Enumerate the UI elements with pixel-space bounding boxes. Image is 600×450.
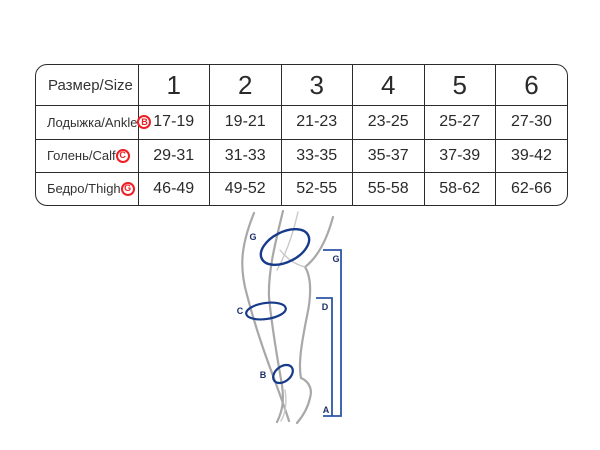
size-table-grid: Размер/Size 1 2 3 4 5 6 Лодыжка/Ankle B … bbox=[36, 65, 567, 205]
inner-thigh-line bbox=[276, 211, 299, 271]
knee-fold-line bbox=[279, 249, 306, 268]
table-row-ankle: Лодыжка/Ankle B 17-19 19-21 21-23 23-25 … bbox=[36, 105, 567, 140]
table-cell: 19-21 bbox=[209, 105, 281, 140]
thigh-girth-ellipse bbox=[259, 227, 311, 267]
full-length-label: G bbox=[332, 254, 339, 264]
size-column-header: 2 bbox=[209, 65, 281, 106]
table-cell: 55-58 bbox=[352, 171, 424, 205]
calf-girth-label: C bbox=[237, 306, 244, 316]
table-cell: 46-49 bbox=[137, 171, 210, 205]
ankle-girth-ellipse bbox=[272, 363, 294, 385]
table-row-thigh: Бедро/Thigh G 46-49 49-52 52-55 55-58 58… bbox=[36, 171, 567, 205]
size-column-header: 1 bbox=[137, 65, 210, 106]
ankle-girth-label: B bbox=[260, 370, 267, 380]
table-cell: 23-25 bbox=[352, 105, 424, 140]
table-corner-label: Размер/Size bbox=[48, 76, 133, 94]
row-label-cell: Лодыжка/Ankle B bbox=[36, 105, 152, 140]
ankle-detail-line bbox=[280, 389, 287, 422]
table-cell: 21-23 bbox=[280, 105, 353, 140]
bottom-point-label: A bbox=[323, 405, 330, 415]
table-cell: 52-55 bbox=[280, 171, 353, 205]
row-label: Бедро/Thigh bbox=[47, 181, 121, 197]
length-brackets bbox=[316, 249, 342, 417]
leg-inner-lines bbox=[276, 211, 306, 422]
calf-marker-badge: C bbox=[115, 148, 130, 163]
ankle-marker-badge: B bbox=[137, 115, 152, 130]
table-cell: 49-52 bbox=[209, 171, 281, 205]
calf-girth-ellipse bbox=[245, 301, 287, 321]
table-cell: 25-27 bbox=[423, 105, 496, 140]
size-column-header: 3 bbox=[280, 65, 353, 106]
table-cell: 33-35 bbox=[280, 138, 353, 173]
row-label-cell: Голень/Calf C bbox=[36, 138, 138, 173]
table-cell: 35-37 bbox=[352, 138, 424, 173]
size-column-header: 5 bbox=[423, 65, 496, 106]
table-cell: 17-19 bbox=[137, 105, 210, 140]
table-cell: 37-39 bbox=[423, 138, 496, 173]
size-column-header: 4 bbox=[352, 65, 424, 106]
leg-middle-contour bbox=[267, 210, 285, 424]
table-cell: 62-66 bbox=[495, 171, 567, 205]
leg-front-contour bbox=[295, 215, 335, 425]
size-column-header: 6 bbox=[495, 65, 567, 106]
thigh-marker-badge: G bbox=[120, 181, 135, 196]
leg-outline bbox=[241, 210, 335, 425]
table-cell: 27-30 bbox=[495, 105, 567, 140]
table-cell: 39-42 bbox=[495, 138, 567, 173]
size-table: Размер/Size 1 2 3 4 5 6 Лодыжка/Ankle B … bbox=[35, 64, 568, 206]
leg-measurement-diagram: G C B G D A bbox=[237, 210, 342, 425]
girth-ellipses bbox=[245, 227, 311, 385]
table-row-calf: Голень/Calf C 29-31 31-33 33-35 35-37 37… bbox=[36, 138, 567, 173]
table-header-row: Размер/Size 1 2 3 4 5 6 bbox=[36, 65, 567, 106]
row-label: Голень/Calf bbox=[47, 148, 116, 164]
row-label-cell: Бедро/Thigh G bbox=[36, 171, 138, 205]
table-cell: 58-62 bbox=[423, 171, 496, 205]
mid-length-bracket bbox=[316, 297, 333, 416]
row-label: Лодыжка/Ankle bbox=[47, 114, 138, 130]
mid-length-label: D bbox=[322, 302, 329, 312]
table-cell: 29-31 bbox=[137, 138, 210, 173]
table-cell: 31-33 bbox=[209, 138, 281, 173]
thigh-girth-label: G bbox=[249, 232, 256, 242]
